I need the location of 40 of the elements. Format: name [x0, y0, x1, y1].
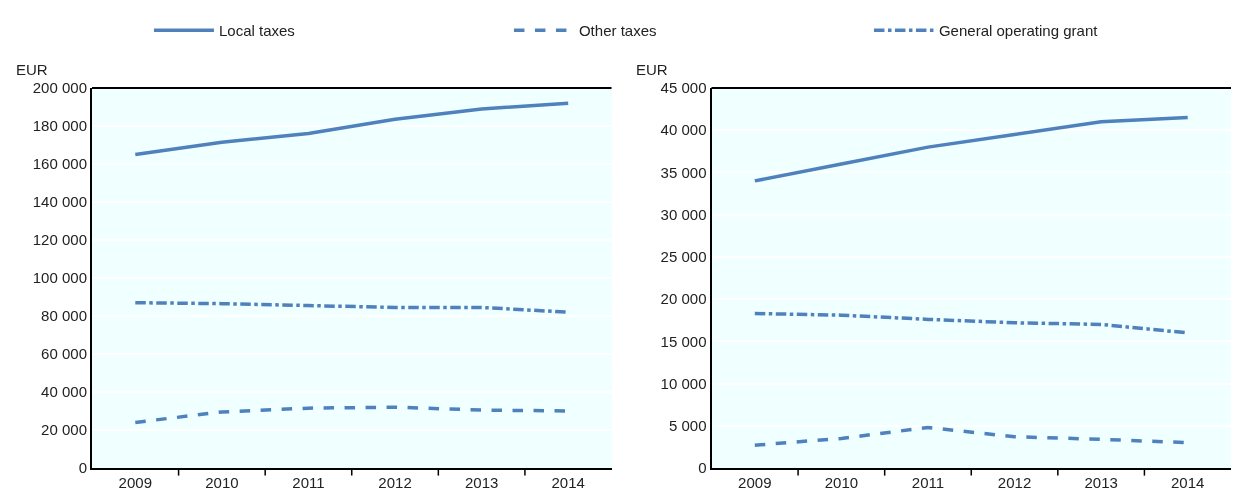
y-tick-label: 20 000: [41, 421, 87, 439]
y-tick-label: 45 000: [660, 79, 707, 97]
x-tick-label: 2010: [205, 474, 239, 491]
line-series: [753, 115, 1190, 183]
y-tick-label: 0: [698, 459, 707, 477]
x-tick-label: 2013: [464, 474, 499, 491]
y-tick-label: 140 000: [32, 193, 87, 211]
x-tick-label: 2014: [1171, 474, 1205, 491]
line-series: [133, 101, 570, 157]
x-tick-label: 2009: [738, 474, 772, 491]
x-tick-label: 2014: [551, 474, 585, 491]
y-tick-label: 35 000: [660, 163, 707, 181]
x-tick-label: 2009: [118, 474, 152, 491]
y-tick-label: 0: [78, 459, 87, 477]
y-axis-title: EUR: [16, 61, 48, 78]
legend-label: Local taxes: [218, 22, 295, 40]
y-tick-label: 120 000: [32, 231, 87, 249]
legend-label: General operating grant: [938, 22, 1099, 40]
x-tick-label: 2011: [911, 474, 945, 491]
y-tick-label: 60 000: [41, 345, 87, 363]
y-tick-label: 30 000: [660, 205, 707, 223]
y-tick-label: 80 000: [41, 307, 87, 325]
y-tick-label: 200 000: [32, 79, 87, 97]
y-tick-label: 15 000: [660, 332, 707, 350]
y-tick-label: 100 000: [32, 269, 87, 287]
x-tick-label: 2011: [292, 474, 325, 491]
y-tick-label: 40 000: [660, 121, 707, 139]
y-axis-title: EUR: [636, 61, 668, 78]
x-tick-label: 2010: [824, 474, 859, 491]
x-tick-label: 2012: [378, 474, 412, 491]
y-tick-label: 160 000: [32, 155, 87, 173]
legend-label: Other taxes: [578, 22, 657, 40]
x-tick-label: 2012: [997, 474, 1032, 491]
y-tick-label: 25 000: [660, 248, 707, 266]
x-tick-label: 2013: [1084, 474, 1118, 491]
y-tick-label: 5 000: [668, 417, 707, 435]
y-tick-label: 40 000: [41, 383, 87, 401]
y-tick-label: 20 000: [660, 290, 707, 308]
y-tick-label: 180 000: [32, 117, 87, 135]
y-tick-label: 10 000: [660, 374, 707, 392]
